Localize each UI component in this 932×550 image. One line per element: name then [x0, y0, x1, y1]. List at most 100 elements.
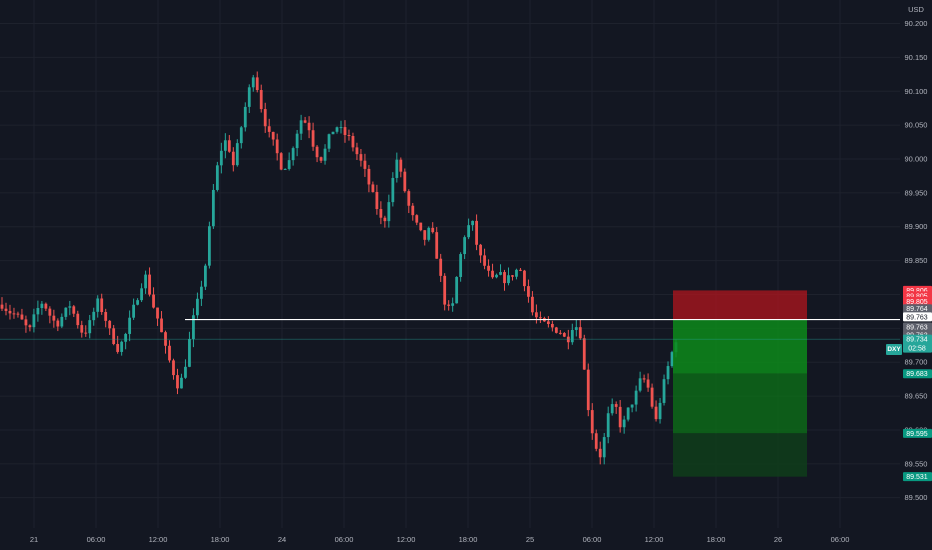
x-tick-label: 06:00 [583, 535, 602, 544]
candle-body [586, 369, 590, 411]
price-chart[interactable] [0, 0, 900, 528]
candle-body [515, 269, 518, 277]
x-tick-label: 25 [526, 535, 534, 544]
price-tag-label: 89.531 [906, 474, 928, 481]
candle-body [48, 308, 52, 316]
candle-body [351, 136, 355, 148]
candle-body [463, 237, 467, 255]
candle-body [176, 375, 179, 389]
x-tick-label: 21 [30, 535, 38, 544]
x-tick-label: 24 [278, 535, 286, 544]
candle-body [148, 274, 151, 295]
candle-body [156, 307, 159, 319]
candle-body [403, 171, 407, 192]
y-tick-label: 90.200 [905, 19, 928, 28]
candle-body [200, 286, 203, 299]
candle-body [399, 159, 403, 172]
candle-body [511, 275, 514, 277]
candle-body [343, 127, 347, 135]
candle-body [550, 323, 554, 328]
candle-body [562, 333, 566, 337]
candle-body [339, 127, 343, 129]
target-zone-2 [673, 373, 807, 434]
candle-body [303, 120, 307, 123]
candle-body [247, 87, 251, 107]
price-tag-bg [903, 312, 932, 322]
candle-body [52, 315, 56, 321]
candle-body [379, 209, 383, 218]
candle-body [12, 313, 16, 315]
candle-body [16, 313, 20, 315]
candle-body [491, 270, 494, 278]
countdown-timer: 02:58 [908, 346, 926, 353]
x-tick-label: 18:00 [459, 535, 478, 544]
candle-body [136, 300, 139, 305]
position-tool[interactable] [673, 290, 807, 477]
x-tick-label: 12:00 [397, 535, 416, 544]
y-tick-label: 90.150 [905, 53, 928, 62]
candle-body [275, 139, 279, 154]
y-tick-label: 89.950 [905, 188, 928, 197]
candle-body [507, 275, 510, 284]
candle-body [255, 77, 259, 91]
candle-body [239, 127, 243, 144]
candle-body [184, 366, 187, 378]
candle-body [415, 215, 419, 223]
candle-body [590, 410, 594, 434]
candle-body [574, 327, 578, 330]
candle-body [20, 314, 24, 320]
price-axis[interactable]: USD 90.200 90.150 90.100 90.050 90.000 89.950… [900, 0, 932, 550]
price-tag-bg [903, 428, 932, 438]
candle-body [646, 379, 650, 388]
x-tick-label: 26 [774, 535, 782, 544]
candle-body [160, 318, 163, 333]
stop-zone [673, 290, 807, 320]
y-tick-label: 89.900 [905, 222, 928, 231]
candle-body [630, 404, 634, 408]
candle-body [315, 146, 319, 158]
price-tag-label: 89.763 [906, 314, 928, 321]
candle-body [634, 390, 638, 405]
y-tick-label: 90.000 [905, 155, 928, 164]
candle-body [32, 314, 36, 328]
candle-body [76, 313, 80, 326]
candle-body [455, 276, 459, 304]
candle-body [144, 274, 147, 289]
candle-body [263, 109, 267, 127]
price-tag-bg [903, 296, 932, 306]
candle-body [423, 230, 427, 240]
candle-body [271, 131, 275, 140]
candle-body [243, 106, 247, 128]
candle-body [479, 244, 482, 256]
candle-body [124, 333, 128, 342]
candle-body [666, 366, 670, 380]
candle-body [140, 288, 143, 301]
candle-body [499, 272, 502, 275]
x-tick-label: 12:00 [645, 535, 664, 544]
time-axis[interactable]: 21 06:00 12:00 18:00 24 06:00 12:00 18:00 25 06:0… [0, 528, 900, 550]
candle-body [311, 130, 315, 147]
candle-body [60, 316, 64, 327]
price-tag-label: 89.764 [906, 306, 928, 313]
candle-body [531, 296, 534, 313]
candle-body [108, 320, 112, 329]
candle-body [8, 310, 12, 314]
symbol-badge: DXY [886, 344, 902, 355]
candle-body [459, 254, 463, 277]
y-tick-label: 90.050 [905, 121, 928, 130]
price-tag-bg [903, 472, 932, 482]
price-tag-label: 89.763 [906, 324, 928, 331]
candle-body [471, 220, 475, 226]
candle-body [558, 332, 562, 334]
candle-body [192, 315, 195, 340]
candle-body [570, 329, 574, 343]
candle-body [28, 325, 32, 328]
candle-body [658, 402, 662, 420]
candle-body [223, 140, 227, 151]
candle-body [279, 153, 283, 170]
candle-body [594, 433, 598, 449]
candle-body [92, 311, 96, 321]
candle-body [215, 165, 219, 190]
lines [0, 318, 900, 340]
candle-body [96, 298, 100, 312]
